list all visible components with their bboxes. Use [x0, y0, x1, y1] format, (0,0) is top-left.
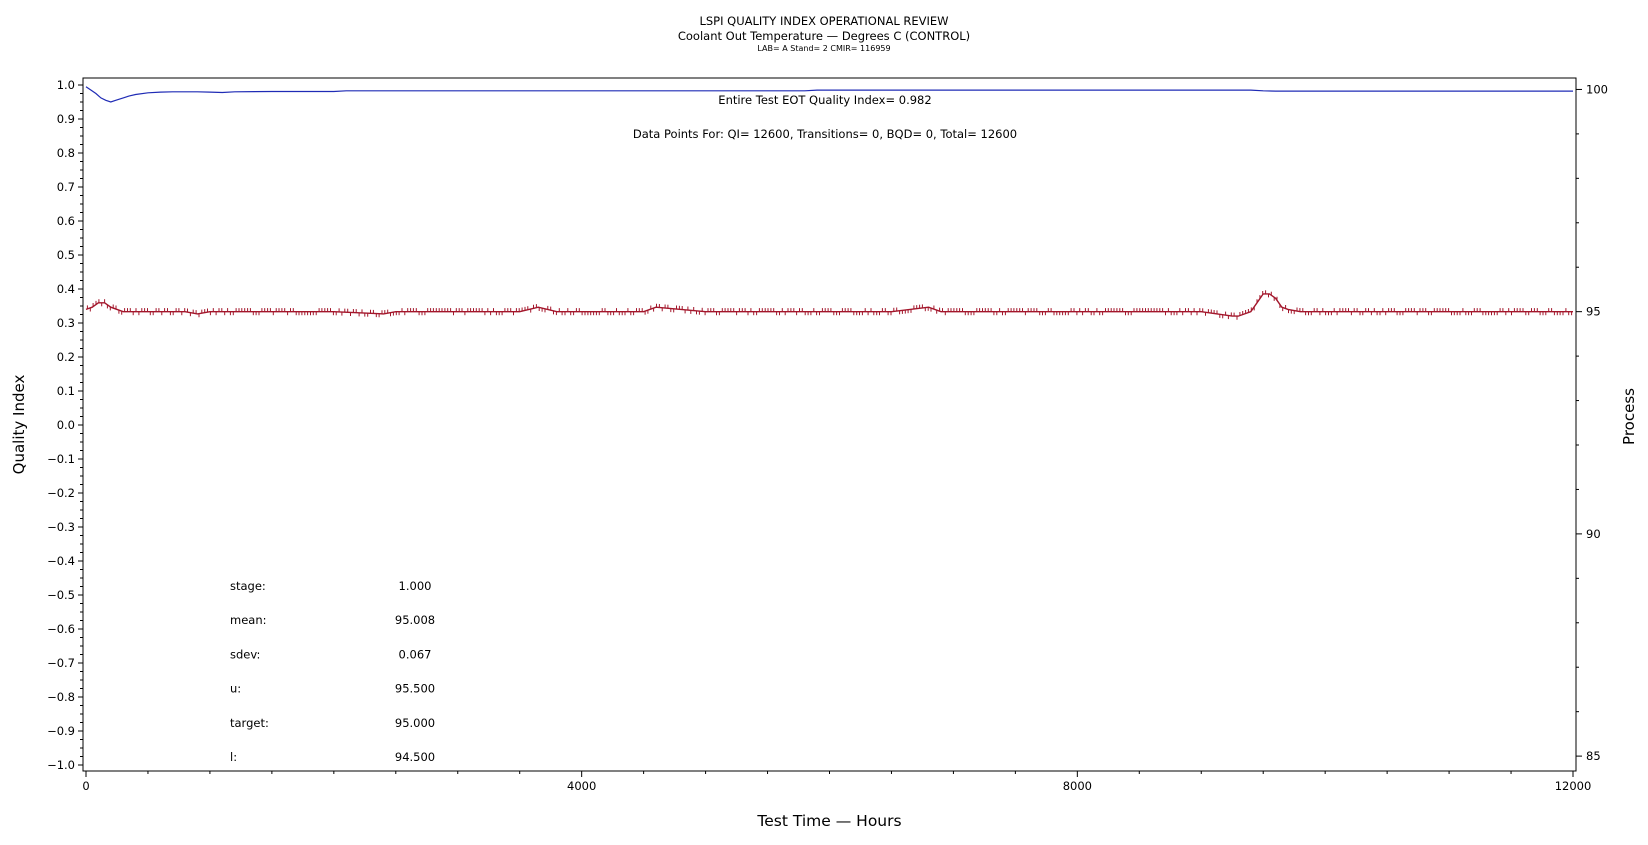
chart-subtitle-lab: LAB= A Stand= 2 CMIR= 116959 — [757, 44, 891, 53]
y-right-axis-title: Process — [1620, 388, 1638, 445]
y-left-axis-title: Quality Index — [10, 375, 28, 475]
series-right-line — [85, 293, 1573, 317]
y-left-tick-label: −0.3 — [47, 520, 75, 534]
stat-label: l: — [230, 750, 237, 764]
plot-frame — [82, 77, 1577, 772]
stat-value: 95.000 — [395, 716, 435, 730]
y-left-tick-label: 0.1 — [57, 384, 75, 398]
stat-value: 94.500 — [395, 750, 435, 764]
stat-label: stage: — [230, 579, 266, 593]
y-left-tick-label: −0.9 — [47, 724, 75, 738]
y-right-tick-label: 100 — [1586, 82, 1608, 96]
x-tick-label: 0 — [82, 779, 89, 793]
stat-value: 95.008 — [395, 613, 435, 627]
chart-title: LSPI QUALITY INDEX OPERATIONAL REVIEW — [699, 14, 949, 28]
y-left-tick-label: 0.5 — [57, 248, 75, 262]
y-right-tick-label: 95 — [1586, 305, 1601, 319]
y-left-tick-label: −0.6 — [47, 622, 75, 636]
stat-label: u: — [230, 682, 241, 696]
stat-label: target: — [230, 716, 269, 730]
x-tick-label: 12000 — [1555, 779, 1592, 793]
y-left-tick-label: −0.2 — [47, 486, 75, 500]
y-left-tick-label: −0.7 — [47, 656, 75, 670]
data-points-text: Data Points For: QI= 12600, Transitions=… — [633, 127, 1017, 141]
x-tick-label: 4000 — [567, 779, 596, 793]
series-left-line — [85, 86, 1573, 103]
y-left-tick-label: −0.5 — [47, 588, 75, 602]
y-left-tick-label: −0.1 — [47, 452, 75, 466]
y-left-tick-label: −0.4 — [47, 554, 75, 568]
y-right-tick-label: 90 — [1586, 527, 1601, 541]
y-right-tick-label: 85 — [1586, 749, 1601, 763]
y-left-tick-label: 0.2 — [57, 350, 75, 364]
y-left-tick-label: 0.9 — [57, 112, 75, 126]
stat-value: 95.500 — [395, 682, 435, 696]
chart-subtitle: Coolant Out Temperature — Degrees C (CON… — [677, 29, 971, 43]
stat-value: 1.000 — [399, 579, 432, 593]
y-left-tick-label: 0.7 — [57, 180, 75, 194]
stat-label: sdev: — [230, 647, 260, 661]
y-left-tick-label: 0.4 — [57, 282, 75, 296]
y-left-tick-label: −0.8 — [47, 690, 75, 704]
y-left-tick-label: 0.3 — [57, 316, 75, 330]
y-left-tick-label: 1.0 — [57, 78, 75, 92]
x-tick-label: 8000 — [1063, 779, 1092, 793]
stat-label: mean: — [230, 613, 267, 627]
y-left-tick-label: 0.8 — [57, 146, 75, 160]
y-left-tick-label: 0.0 — [57, 418, 75, 432]
x-axis-title: Test Time — Hours — [756, 812, 901, 830]
y-left-tick-label: −1.0 — [47, 758, 75, 772]
eot-quality-index-text: Entire Test EOT Quality Index= 0.982 — [718, 93, 931, 107]
stat-value: 0.067 — [399, 647, 432, 661]
y-left-tick-label: 0.6 — [57, 214, 75, 228]
